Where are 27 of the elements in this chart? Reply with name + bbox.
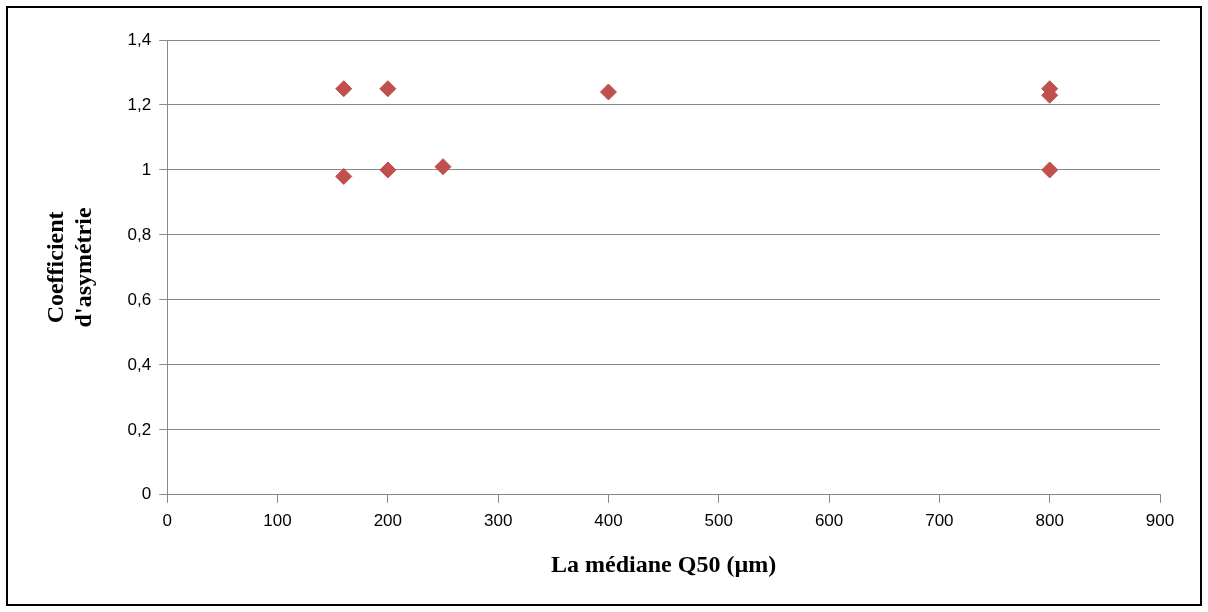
y-tick-label: 1,4 [127, 29, 152, 49]
point [1041, 161, 1059, 179]
x-tick-label: 100 [263, 510, 292, 530]
x-tick-label: 500 [704, 510, 733, 530]
x-tick-label: 900 [1145, 510, 1175, 530]
y-tick-label: 0,6 [127, 289, 152, 309]
point [379, 80, 397, 98]
y-tick-label: 0,2 [127, 419, 152, 439]
point [335, 167, 353, 185]
point [379, 161, 397, 179]
y-tick-label: 1 [141, 159, 152, 179]
y-tick-label: 1,2 [127, 94, 152, 114]
x-tick-label: 700 [925, 510, 954, 530]
point [599, 83, 617, 101]
y-tick-label: 0 [141, 484, 152, 504]
y-tick-label: 0,4 [127, 354, 152, 374]
y-axis-title: Coefficient d'asymétrie [41, 207, 97, 328]
x-tick-label: 0 [162, 510, 172, 530]
point [434, 158, 452, 176]
x-axis-title: La médiane Q50 (µm) [551, 550, 777, 577]
y-tick-label: 0,8 [127, 224, 152, 244]
x-tick-label: 800 [1035, 510, 1064, 530]
x-tick-label: 400 [594, 510, 623, 530]
point [335, 80, 353, 98]
x-tick-label: 600 [814, 510, 844, 530]
x-tick-label: 300 [483, 510, 513, 530]
x-tick-label: 200 [373, 510, 403, 530]
